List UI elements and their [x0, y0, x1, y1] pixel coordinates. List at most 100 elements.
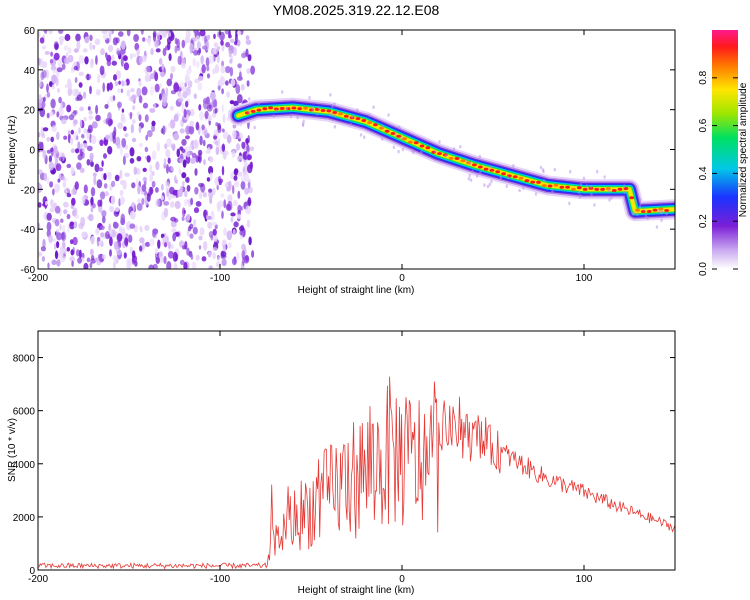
noise-blob [62, 241, 66, 249]
noise-blob [100, 232, 105, 238]
noise-blob [70, 66, 74, 74]
noise-blob [131, 250, 136, 259]
noise-blob [181, 172, 187, 179]
noise-blob [218, 180, 222, 186]
noise-blob [81, 133, 85, 139]
noise-blob [168, 32, 172, 37]
noise-blob [196, 60, 200, 69]
noise-blob [189, 120, 195, 127]
spectrogram-ytick-label: 20 [24, 106, 36, 117]
noise-blob [145, 134, 148, 141]
noise-blob [129, 147, 135, 157]
noise-blob [164, 45, 171, 51]
noise-blob [220, 65, 226, 74]
noise-blob [159, 30, 164, 35]
noise-blob [172, 232, 177, 242]
noise-blob [144, 241, 151, 247]
noise-blob [132, 105, 136, 111]
noise-blob [73, 48, 79, 53]
noise-blob [127, 261, 133, 267]
noise-blob [156, 142, 161, 152]
noise-blob [147, 38, 151, 47]
noise-blob [211, 247, 218, 252]
noise-blob [198, 182, 204, 188]
noise-blob [136, 87, 142, 98]
noise-blob [46, 136, 51, 142]
colorbar: 0.0 0.2 0.4 0.6 0.8 Normalized spectral ampl… [698, 30, 749, 276]
noise-blob [46, 176, 50, 185]
snr-xlabel: Height of straight line (km) [298, 585, 415, 596]
noise-blob [199, 135, 203, 146]
noise-blob [56, 232, 62, 241]
noise-blob [174, 37, 178, 45]
noise-blob [118, 80, 121, 85]
noise-blob [94, 163, 100, 173]
noise-blob [50, 147, 54, 152]
ridge-peak [536, 180, 541, 184]
ridge-peak [483, 167, 489, 171]
noise-blob [220, 251, 227, 258]
ridge-peak [291, 106, 297, 110]
snr-xtick-label: -100 [210, 574, 230, 585]
noise-blob [241, 243, 247, 251]
noise-blob [223, 227, 228, 236]
noise-blob [155, 161, 160, 171]
noise-blob [171, 243, 174, 250]
noise-blob [54, 219, 60, 227]
noise-blob [170, 65, 176, 73]
noise-blob [117, 122, 123, 129]
noise-blob [193, 49, 199, 56]
ridge-peak [518, 176, 524, 180]
noise-blob [117, 101, 122, 109]
noise-blob [231, 257, 237, 266]
ridge-peak [594, 187, 600, 191]
noise-blob [215, 146, 220, 156]
noise-blob [114, 174, 120, 182]
noise-blob [221, 88, 225, 95]
noise-blob [90, 161, 94, 168]
snr-ytick-label: 6000 [13, 407, 36, 418]
speckle [551, 189, 554, 193]
noise-blob [123, 126, 127, 132]
ridge-peak [623, 187, 629, 191]
noise-blob [89, 59, 94, 69]
noise-blob [104, 104, 109, 109]
noise-blob [171, 143, 176, 150]
noise-blob [245, 48, 249, 57]
noise-blob [105, 191, 109, 197]
noise-blob [209, 156, 214, 163]
noise-blob [66, 163, 72, 169]
noise-blob [221, 46, 225, 52]
noise-blob [144, 74, 150, 83]
noise-blob [96, 179, 103, 189]
noise-blob [189, 233, 194, 239]
noise-blob [138, 143, 144, 148]
noise-blob [46, 91, 51, 98]
noise-blob [212, 228, 217, 236]
noise-blob [47, 262, 50, 269]
noise-blob [243, 171, 246, 177]
noise-blob [166, 164, 169, 174]
noise-blob [162, 93, 168, 104]
noise-blob [107, 145, 113, 155]
snr-ytick-label: 8000 [13, 354, 36, 365]
noise-blob [179, 93, 183, 99]
noise-blob [163, 157, 167, 168]
noise-blob [178, 168, 182, 175]
noise-blob [234, 33, 238, 44]
noise-blob [78, 127, 81, 134]
ridge-peak [553, 183, 559, 187]
noise-blob [206, 34, 211, 40]
noise-blob [155, 256, 160, 264]
noise-blob [179, 128, 185, 134]
noise-blob [40, 246, 47, 252]
speckle [518, 188, 521, 193]
noise-blob [242, 257, 245, 266]
noise-blob [139, 245, 143, 252]
noise-blob [73, 221, 78, 229]
noise-blob [233, 168, 239, 176]
noise-blob [165, 149, 171, 158]
speckle [475, 174, 479, 178]
